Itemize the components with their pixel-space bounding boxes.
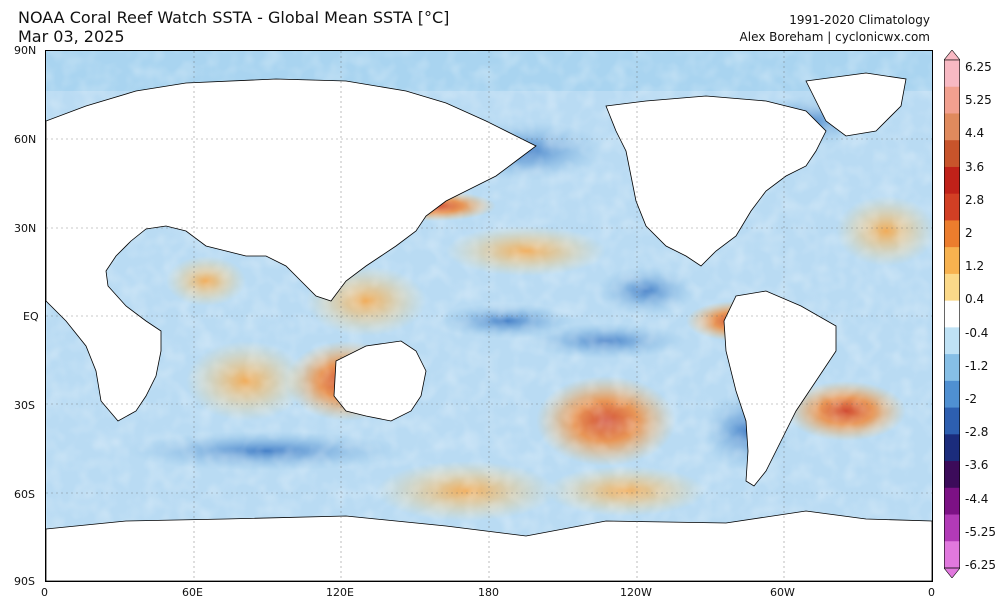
colorbar-swatch xyxy=(944,86,960,114)
colorbar-swatch xyxy=(944,541,960,569)
map-title: NOAA Coral Reef Watch SSTA - Global Mean… xyxy=(18,8,450,27)
lat-label-30s: 30S xyxy=(14,399,35,412)
colorbar-tick-label: 4.4 xyxy=(965,126,985,141)
colorbar-frame xyxy=(944,59,960,569)
colorbar-swatch xyxy=(944,140,960,168)
colorbar-swatch xyxy=(944,487,960,516)
colorbar-tick-label: -4.4 xyxy=(965,491,989,506)
map-date: Mar 03, 2025 xyxy=(18,27,125,46)
colorbar-swatch xyxy=(944,273,960,302)
colorbar-bottom-arrow xyxy=(944,567,960,578)
colorbar-tick-label: 2.8 xyxy=(965,192,985,207)
greenland xyxy=(805,72,907,137)
colorbar-swatch xyxy=(944,380,960,409)
colorbar-tick-label: 6.25 xyxy=(965,60,992,74)
colorbar-top-arrow xyxy=(944,50,960,61)
colorbar-tick-label: 2 xyxy=(965,226,973,240)
colorbar-swatch xyxy=(944,247,960,275)
north-america xyxy=(605,95,827,267)
climatology-label: 1991-2020 Climatology xyxy=(789,13,930,27)
lat-label-eq: EQ xyxy=(23,310,39,323)
eurasia-africa xyxy=(46,78,537,422)
colorbar-swatch xyxy=(944,327,960,355)
colorbar-tick-label: 1.2 xyxy=(965,259,985,274)
colorbar-swatch xyxy=(944,193,960,221)
south-america xyxy=(723,290,837,487)
lon-label-120e: 120E xyxy=(326,586,354,599)
colorbar-tick-label: -2 xyxy=(965,392,977,406)
colorbar-swatch xyxy=(944,60,960,88)
colorbar-swatch xyxy=(944,166,960,195)
ssta-map-svg xyxy=(46,51,932,581)
colorbar-tick-label: 3.6 xyxy=(965,159,985,174)
colorbar xyxy=(944,50,960,578)
map-credits: 1991-2020 Climatology Alex Boreham | cyc… xyxy=(740,12,930,46)
lat-label-30n: 30N xyxy=(14,222,37,235)
colorbar-swatch xyxy=(944,113,960,141)
colorbar-tick-label: -5.25 xyxy=(965,524,997,539)
lon-label-60w: 60W xyxy=(770,586,795,599)
colorbar-tick-label: 5.25 xyxy=(965,93,992,108)
colorbar-tick-label: -0.4 xyxy=(965,325,989,340)
colorbar-tick-label: 0.4 xyxy=(965,292,985,307)
colorbar-swatch xyxy=(944,461,960,489)
lon-label-60e: 60E xyxy=(182,586,203,599)
colorbar-swatch xyxy=(944,354,960,382)
colorbar-tick-label: -3.6 xyxy=(965,458,989,473)
lon-label-120w: 120W xyxy=(620,586,652,599)
colorbar-swatch xyxy=(944,434,960,462)
lon-label-180: 180 xyxy=(478,586,499,599)
graticule xyxy=(46,51,932,581)
colorbar-swatch xyxy=(944,514,960,542)
lat-label-60n: 60N xyxy=(14,133,37,146)
lon-label-0-left: 0 xyxy=(41,586,48,599)
colorbar-tick-label: -2.8 xyxy=(965,425,989,440)
colorbar-tick-label: -6.25 xyxy=(965,558,997,572)
colorbar-swatch xyxy=(944,300,960,328)
lon-label-0-right: 0 xyxy=(928,586,935,599)
colorbar-tick-label: -1.2 xyxy=(965,358,989,373)
colorbar-swatch xyxy=(944,220,960,248)
lat-label-90n: 90N xyxy=(14,44,37,57)
australia xyxy=(333,340,427,422)
colorbar-swatch xyxy=(944,407,960,435)
lat-label-60s: 60S xyxy=(14,488,35,501)
lat-label-90s: 90S xyxy=(14,575,35,588)
ssta-map xyxy=(45,50,933,582)
credit-label: Alex Boreham | cyclonicwx.com xyxy=(739,30,930,44)
